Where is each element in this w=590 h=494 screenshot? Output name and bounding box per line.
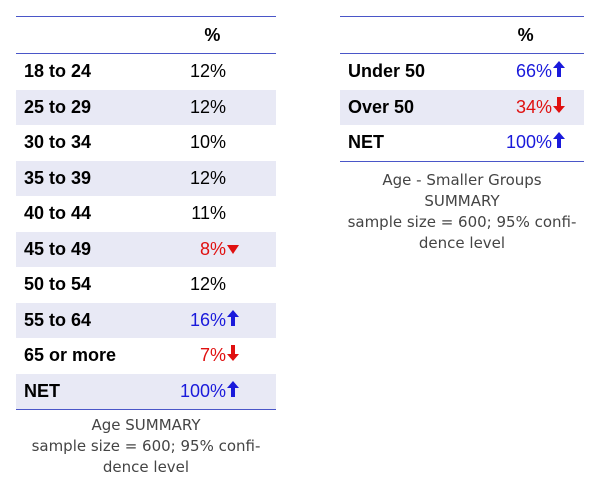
- row-value: 12%: [189, 167, 226, 188]
- arrow-down-icon: [226, 345, 240, 366]
- arrow-up-icon: [552, 61, 566, 82]
- row-value: 16%: [189, 309, 226, 330]
- table-body: 18 to 24 12% 25 to 29 12% 30 to 34 10% 35 to 3…: [16, 54, 276, 410]
- row-label: 50 to 54: [24, 274, 92, 295]
- age-groups-summary-caption: Age - Smaller Groups SUMMARY sample size…: [340, 170, 584, 254]
- table-row: 50 to 54 12%: [16, 267, 276, 303]
- table-header-row: %: [16, 16, 276, 54]
- row-label: 45 to 49: [16, 231, 149, 267]
- row-value: 34%: [515, 96, 552, 117]
- row-value: 100%: [179, 380, 226, 401]
- row-value-cell: 11%: [149, 196, 276, 232]
- caption-line: dence level: [102, 458, 190, 476]
- row-value: 12%: [189, 274, 226, 295]
- row-label: NET: [340, 125, 468, 162]
- row-value: 8%: [199, 238, 226, 259]
- table-row: 35 to 39 12%: [16, 160, 276, 196]
- label-column-header: [16, 16, 149, 54]
- row-value-cell: 8%: [148, 231, 276, 267]
- row-value-cell: 10%: [149, 125, 276, 161]
- row-label: 30 to 34: [24, 132, 92, 153]
- table-row: NET 100%: [16, 373, 276, 410]
- row-value: 7%: [199, 345, 226, 366]
- row-value: 12%: [189, 61, 226, 82]
- row-value-cell: 7%: [149, 338, 276, 374]
- caption-line: Age - Smaller Groups: [382, 171, 542, 189]
- table-row: 65 or more 7%: [16, 338, 276, 374]
- row-label: Over 50: [340, 89, 468, 125]
- row-label: 40 to 44: [24, 203, 92, 224]
- table-row: 40 to 44 11%: [16, 196, 276, 232]
- row-value-cell: 100%: [148, 373, 276, 410]
- row-value-cell: 16%: [148, 302, 276, 338]
- row-value: 11%: [191, 203, 226, 224]
- table-row: 25 to 29 12%: [16, 89, 276, 125]
- arrow-down-icon: [552, 96, 566, 118]
- percent-column-header: %: [148, 16, 276, 54]
- row-value: 12%: [189, 96, 226, 117]
- table-header-row: %: [340, 16, 584, 54]
- row-value-cell: 12%: [148, 89, 276, 125]
- table-row: 18 to 24 12%: [16, 54, 276, 90]
- row-label: Under 50: [348, 61, 426, 82]
- arrow-up-icon: [226, 309, 240, 331]
- caption-line: sample size = 600; 95% confi-: [347, 213, 577, 231]
- row-label: 65 or more: [24, 345, 117, 366]
- row-value-cell: 12%: [148, 160, 276, 196]
- arrow-up-icon: [552, 132, 566, 153]
- age-summary-caption: Age SUMMARY sample size = 600; 95% confi…: [16, 415, 276, 478]
- row-value: 10%: [189, 132, 226, 153]
- caption-line: dence level: [418, 234, 506, 252]
- row-value: 100%: [505, 132, 552, 153]
- row-label: NET: [16, 373, 149, 410]
- table-row: Over 50 34%: [340, 89, 584, 125]
- table-row: 45 to 49 8%: [16, 231, 276, 267]
- table-body: Under 50 66% Over 50 34% NET 100%: [340, 54, 584, 162]
- row-value-cell: 34%: [467, 89, 584, 125]
- table-row: 30 to 34 10%: [16, 125, 276, 161]
- row-label: 25 to 29: [16, 89, 149, 125]
- age-summary-table: % 18 to 24 12% 25 to 29 12% 30 to 34 10% 35 to…: [16, 16, 276, 410]
- percent-column-header: %: [467, 16, 584, 54]
- caption-line: Age SUMMARY: [91, 416, 201, 434]
- row-value-cell: 100%: [467, 125, 584, 162]
- triangle-down-icon: [226, 242, 240, 260]
- row-value-cell: 12%: [149, 267, 276, 303]
- row-label: 35 to 39: [16, 160, 149, 196]
- table-row: NET 100%: [340, 125, 584, 162]
- age-groups-summary-table: % Under 50 66% Over 50 34% NET 100%: [340, 16, 584, 162]
- row-label: 55 to 64: [16, 302, 149, 338]
- caption-line: SUMMARY: [424, 192, 500, 210]
- table-row: Under 50 66%: [340, 54, 584, 90]
- label-column-header: [340, 16, 468, 54]
- row-value-cell: 12%: [149, 54, 276, 90]
- table-row: 55 to 64 16%: [16, 302, 276, 338]
- row-value-cell: 66%: [467, 54, 584, 90]
- row-label: 18 to 24: [24, 61, 92, 82]
- arrow-up-icon: [226, 380, 240, 402]
- row-value: 66%: [515, 61, 552, 82]
- caption-line: sample size = 600; 95% confi-: [31, 437, 261, 455]
